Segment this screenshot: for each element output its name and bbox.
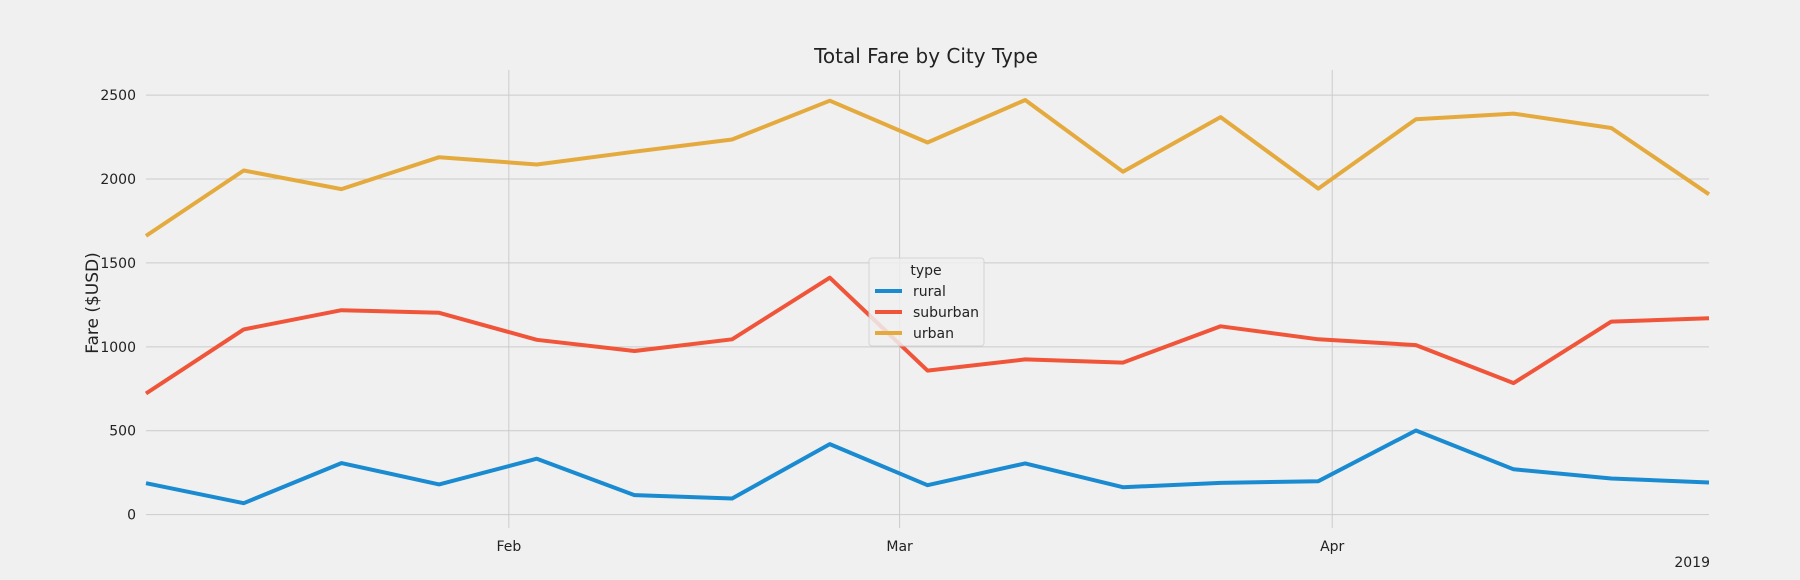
y-tick-label: 2000 [100, 172, 136, 188]
y-axis-label: Fare ($USD) [83, 252, 103, 354]
series-line-suburban [144, 275, 1710, 396]
series-lines [144, 98, 1711, 506]
legend: type rural suburban urban [868, 257, 985, 347]
chart-title: Total Fare by City Type [813, 44, 1038, 68]
legend-label-rural: rural [913, 284, 946, 300]
legend-items: rural suburban urban [875, 284, 979, 342]
legend-title: type [910, 263, 941, 279]
y-tick-label: 1500 [100, 256, 136, 272]
y-tick-label: 0 [127, 508, 136, 524]
y-tick-label: 500 [109, 424, 136, 440]
x-tick-label: Feb [496, 539, 521, 555]
series-line-urban [144, 98, 1711, 238]
legend-frame [868, 257, 985, 347]
series-line-rural [145, 428, 1710, 506]
x-tick-label: Mar [886, 539, 913, 555]
x-axis-year-label: 2019 [1674, 555, 1710, 571]
y-tick-label: 2500 [100, 88, 136, 104]
x-tick-label: Apr [1320, 539, 1344, 555]
axis-ticks: 0 500 1000 1500 2000 2500 Feb Mar Apr [100, 88, 1344, 555]
legend-label-suburban: suburban [913, 305, 979, 321]
y-tick-label: 1000 [100, 340, 136, 356]
legend-label-urban: urban [913, 326, 954, 342]
